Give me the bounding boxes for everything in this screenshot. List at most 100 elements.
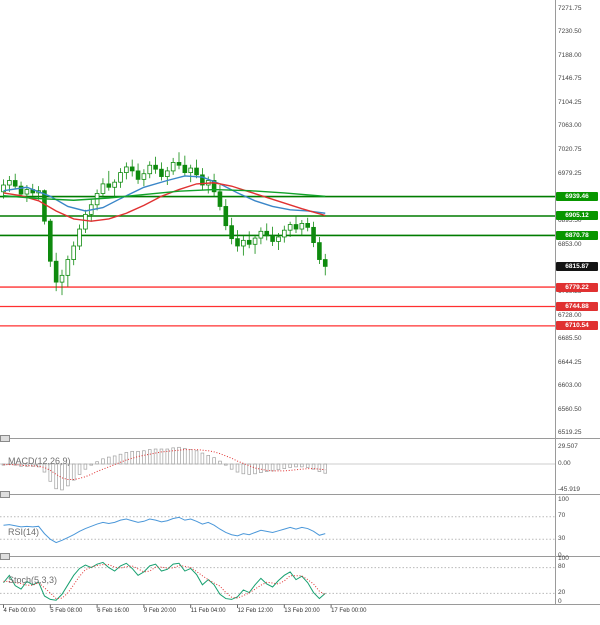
macd-histogram-bar [317, 463, 322, 472]
macd-histogram-bar [247, 463, 251, 475]
candle-body [276, 236, 281, 242]
candle-body [100, 183, 106, 194]
macd-histogram-bar [241, 463, 246, 475]
macd-histogram-bar [177, 446, 181, 465]
macd-histogram-bar [200, 452, 205, 465]
candle-body [287, 224, 293, 231]
macd-histogram-bar [118, 453, 123, 465]
candle-body [77, 228, 82, 247]
candle-body [12, 180, 18, 187]
macd-histogram-bar [311, 463, 316, 470]
macd-histogram-bar [270, 463, 275, 472]
macd-histogram-bar [259, 463, 263, 473]
ma-line-slow-red [3, 182, 326, 222]
candle-body [159, 168, 164, 177]
candle-body [188, 167, 194, 173]
macd-histogram-bar [31, 463, 35, 467]
candle-body [164, 170, 170, 177]
candle-body [118, 172, 123, 183]
macd-histogram-bar [218, 460, 222, 465]
candle-body [83, 213, 88, 230]
macd-histogram-bar [294, 463, 298, 468]
candle-body [135, 170, 141, 180]
stoch-d-line [3, 564, 326, 600]
macd-histogram-bar [235, 463, 240, 473]
candle-body [293, 224, 299, 230]
candle-body [241, 239, 246, 247]
candle-body [48, 220, 53, 262]
macd-histogram-bar [229, 463, 234, 470]
stoch-k-line [3, 561, 326, 601]
macd-histogram-bar [124, 452, 129, 465]
candle-body [258, 230, 264, 239]
candle-body [200, 174, 205, 186]
candle-body [112, 181, 117, 188]
candle-body [322, 259, 328, 267]
candle-body [299, 223, 305, 230]
macd-histogram-bar [66, 463, 70, 487]
macd-histogram-bar [165, 448, 170, 465]
candle-body [194, 167, 199, 176]
macd-histogram-bar [89, 463, 93, 466]
macd-histogram-bar [60, 463, 64, 491]
candle-body [217, 191, 223, 207]
candle-body [311, 226, 316, 244]
macd-histogram-bar [212, 457, 216, 465]
macd-histogram-bar [300, 463, 304, 468]
macd-histogram-bar [83, 463, 88, 470]
macd-histogram-bar [148, 449, 152, 465]
macd-histogram-bar [171, 447, 175, 465]
candle-body [106, 183, 112, 188]
macd-histogram-bar [1, 463, 6, 466]
candle-body [65, 259, 71, 276]
candle-body [305, 223, 310, 228]
macd-histogram-bar [206, 455, 211, 465]
macd-histogram-bar [194, 450, 199, 465]
macd-histogram-bar [305, 463, 310, 468]
macd-histogram-bar [276, 463, 281, 471]
candle-body [317, 242, 322, 260]
candle-body [281, 229, 287, 238]
candle-body [71, 245, 77, 260]
candle-body [229, 225, 234, 240]
macd-histogram-bar [36, 463, 41, 468]
macd-histogram-bar [153, 448, 158, 465]
macd-histogram-bar [130, 450, 134, 465]
candle-body [7, 180, 12, 186]
candle-body [246, 239, 252, 245]
candle-body [252, 237, 258, 245]
macd-histogram-bar [112, 455, 117, 465]
macd-histogram-bar [183, 448, 187, 465]
candle-body [147, 164, 153, 175]
macd-signal-line [3, 449, 326, 481]
rsi-line [3, 516, 326, 544]
candle-body [170, 162, 176, 172]
candle-body [53, 260, 59, 283]
macd-histogram-bar [77, 463, 82, 475]
candle-body [129, 166, 135, 172]
candle-body [270, 235, 275, 242]
candle-body [59, 274, 65, 283]
macd-histogram-bar [107, 456, 111, 465]
macd-histogram-bar [323, 463, 328, 474]
macd-histogram-bar [13, 463, 17, 466]
macd-histogram-bar [54, 463, 58, 490]
panel-resize-handle[interactable] [0, 491, 10, 498]
candle-body [235, 238, 240, 247]
macd-histogram-bar [253, 463, 257, 475]
panel-resize-handle[interactable] [0, 435, 10, 442]
candle-body [211, 180, 217, 193]
panel-resize-handle[interactable] [0, 553, 10, 560]
macd-histogram-bar [25, 463, 29, 467]
macd-histogram-bar [101, 458, 105, 465]
candle-body [24, 189, 30, 195]
macd-histogram-bar [71, 463, 76, 481]
candle-body [176, 162, 182, 166]
ma-line-fast-blue [3, 175, 326, 214]
candle-body [124, 166, 129, 173]
macd-histogram-bar [48, 463, 53, 482]
macd-histogram-bar [288, 463, 292, 468]
candle-body [1, 184, 6, 193]
